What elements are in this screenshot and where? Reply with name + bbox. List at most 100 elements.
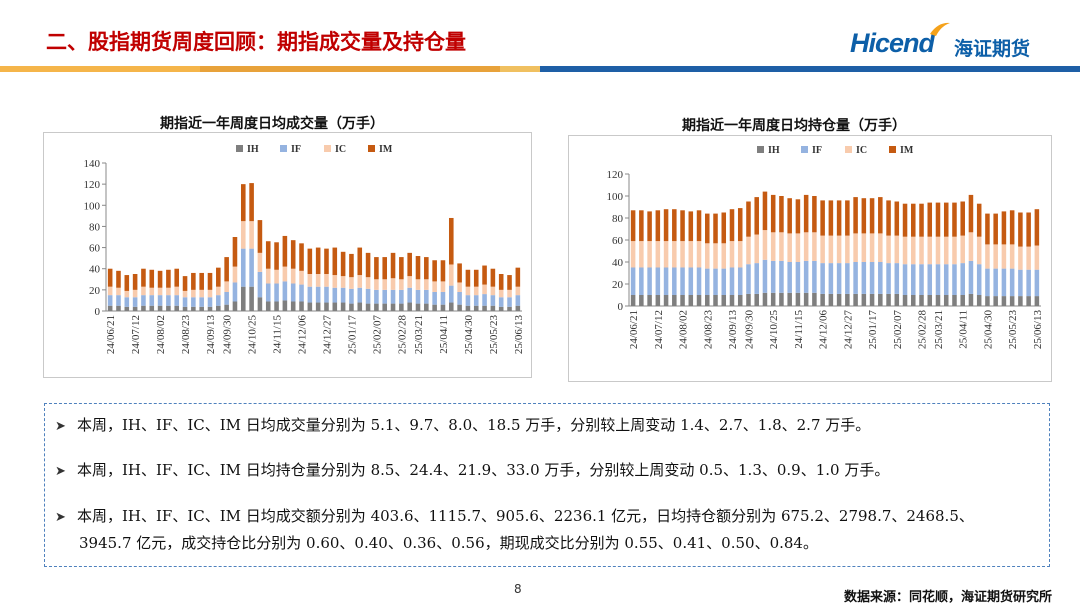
legend-swatch-ih xyxy=(757,146,764,153)
x-tick-label: 24/09/13 xyxy=(205,315,217,355)
bar-im xyxy=(191,272,196,290)
bar-ic xyxy=(795,233,801,262)
bar-im xyxy=(415,256,421,280)
bar-if xyxy=(299,284,304,302)
bar-if xyxy=(688,267,694,295)
x-tick-label: 24/06/21 xyxy=(105,315,117,354)
bar-ih xyxy=(157,305,163,311)
bar-im xyxy=(985,213,990,245)
bar-if xyxy=(240,248,246,287)
bar-ih xyxy=(754,293,759,306)
bar-if xyxy=(820,263,825,294)
bar-im xyxy=(224,257,229,282)
bar-ic xyxy=(911,236,916,265)
bar-ih xyxy=(803,292,809,306)
bar-ic xyxy=(762,230,768,260)
bar-ih xyxy=(828,293,834,306)
bar-im xyxy=(721,212,727,244)
bar-ih xyxy=(257,297,263,311)
bar-ih xyxy=(332,302,338,311)
bar-ih xyxy=(324,302,329,311)
bar-if xyxy=(754,263,759,294)
bar-if xyxy=(382,289,388,304)
bar-ic xyxy=(663,241,669,268)
bar-ic xyxy=(861,233,867,262)
bar-ih xyxy=(639,295,644,306)
bar-ih xyxy=(191,306,196,311)
y-tick-label: 80 xyxy=(612,213,624,225)
bar-if xyxy=(729,267,735,295)
bar-im xyxy=(107,268,113,287)
bar-ih xyxy=(770,292,776,306)
bar-ic xyxy=(282,266,288,282)
bar-im xyxy=(207,272,213,290)
x-tick-label: 24/12/06 xyxy=(297,315,309,355)
bar-ic xyxy=(265,268,271,284)
bar-if xyxy=(174,295,180,306)
bar-ic xyxy=(424,279,429,290)
bar-im xyxy=(1018,212,1023,247)
legend-label-ih: IH xyxy=(247,144,259,155)
bar-if xyxy=(365,288,371,304)
bar-ic xyxy=(490,286,496,296)
bar-im xyxy=(157,270,163,288)
arrow-bullet-icon: ➤ xyxy=(55,510,66,525)
x-tick-label: 24/06/21 xyxy=(628,310,640,349)
bar-if xyxy=(762,259,768,293)
bar-ih xyxy=(132,306,138,311)
bar-ih xyxy=(340,302,346,311)
bar-if xyxy=(968,260,974,294)
bar-if xyxy=(149,295,155,306)
x-tick-label: 24/11/15 xyxy=(272,315,284,354)
x-tick-label: 25/05/23 xyxy=(1007,310,1019,350)
bar-if xyxy=(1026,269,1031,297)
bar-ih xyxy=(647,295,652,306)
bar-im xyxy=(869,198,875,234)
bar-ic xyxy=(820,235,825,264)
bar-if xyxy=(680,267,685,295)
bar-ih xyxy=(415,303,421,311)
bar-ic xyxy=(1009,244,1015,269)
bar-if xyxy=(207,297,213,307)
bar-ic xyxy=(729,241,735,268)
legend-label-im: IM xyxy=(900,145,914,156)
bar-im xyxy=(713,213,718,244)
bar-ic xyxy=(894,235,900,264)
bar-ic xyxy=(448,264,454,286)
bar-ih xyxy=(166,305,171,311)
bar-im xyxy=(820,200,825,236)
bar-if xyxy=(935,264,941,295)
bar-if xyxy=(993,268,998,297)
bar-ic xyxy=(787,233,792,262)
bar-ih xyxy=(729,295,735,306)
bar-ih xyxy=(960,295,965,306)
bar-ic xyxy=(976,236,982,265)
bar-if xyxy=(399,289,404,304)
bar-ic xyxy=(116,287,121,296)
bar-im xyxy=(166,269,171,288)
y-tick-label: 20 xyxy=(89,285,101,297)
x-tick-label: 25/04/11 xyxy=(958,310,970,349)
bar-im xyxy=(919,203,924,237)
bar-if xyxy=(307,286,313,303)
x-tick-label: 24/12/06 xyxy=(818,310,830,350)
bar-im xyxy=(754,197,759,235)
data-source: 数据来源：同花顺，海证期货研究所 xyxy=(843,590,1052,605)
bar-if xyxy=(1034,269,1040,297)
bar-if xyxy=(737,267,743,295)
bar-ic xyxy=(299,270,304,285)
bar-ih xyxy=(952,295,957,306)
bar-ih xyxy=(307,302,313,311)
bar-ih xyxy=(407,302,412,311)
bar-if xyxy=(927,264,933,295)
bar-if xyxy=(274,283,279,302)
bar-im xyxy=(174,268,180,287)
bar-im xyxy=(232,237,238,267)
bar-ih xyxy=(869,293,875,306)
bar-ic xyxy=(182,290,188,298)
bar-if xyxy=(257,271,263,298)
bar-ih xyxy=(224,304,229,311)
bar-ic xyxy=(349,277,354,289)
bar-if xyxy=(779,260,784,293)
bar-if xyxy=(1009,268,1015,297)
